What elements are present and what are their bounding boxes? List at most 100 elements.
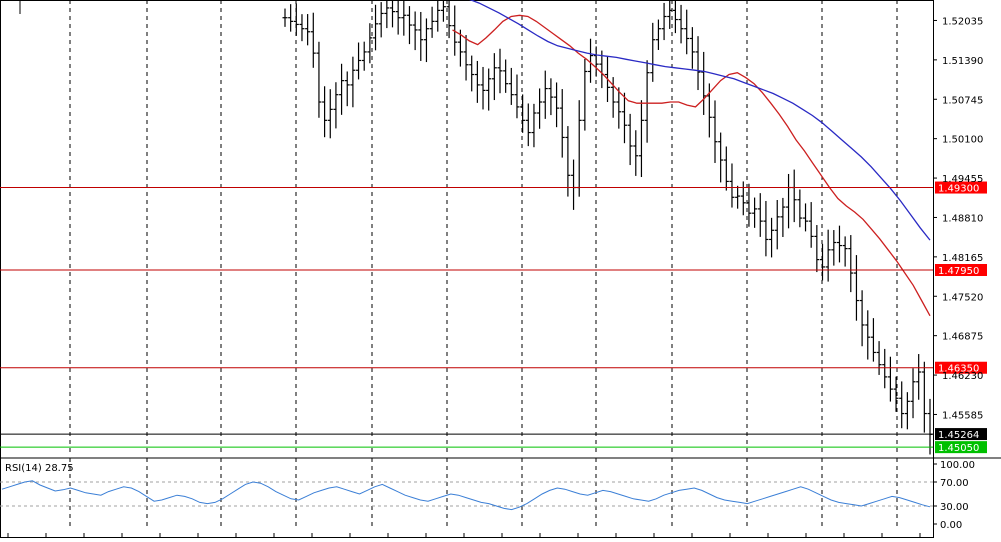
price-bar	[548, 78, 554, 116]
level-label-bg	[935, 181, 987, 194]
chart-frame	[0, 0, 934, 538]
price-bar	[831, 230, 837, 266]
price-bar	[904, 392, 910, 430]
level-label-bg	[935, 361, 987, 374]
price-bar	[616, 87, 622, 129]
price-bar	[876, 341, 882, 375]
price-bar	[870, 318, 876, 362]
price-bar	[774, 199, 780, 250]
price-bar	[588, 38, 594, 83]
price-bar	[491, 53, 497, 101]
price-bar	[361, 41, 367, 71]
price-bar	[633, 130, 639, 176]
price-bar	[412, 11, 418, 51]
price-bar	[497, 48, 503, 94]
price-bar	[384, 0, 390, 29]
price-bar	[531, 103, 537, 148]
rsi-panel: 100.00 70.00 30.00 0.00	[0, 460, 975, 531]
level-label: 1.49300	[938, 184, 979, 195]
price-bar	[486, 68, 492, 111]
price-bar	[808, 202, 814, 248]
price-bar	[322, 86, 328, 138]
price-bar	[457, 29, 463, 67]
rsi-label: RSI(14) 28.75	[5, 463, 74, 474]
price-bar	[282, 8, 288, 27]
price-bar	[848, 235, 854, 293]
y-tick-label: 1.49455	[942, 174, 983, 185]
price-bar	[367, 23, 373, 64]
price-bar	[559, 89, 565, 158]
price-bar	[446, 0, 452, 39]
price-bar	[344, 71, 350, 107]
price-bar	[650, 22, 656, 82]
price-bar	[327, 89, 333, 139]
price-bar	[627, 113, 633, 166]
price-bar	[508, 67, 514, 105]
level-label: 1.45050	[938, 443, 979, 454]
price-bar	[610, 77, 616, 118]
price-bar	[735, 185, 741, 209]
price-bar	[797, 189, 803, 228]
price-bar	[537, 88, 543, 129]
price-bar	[621, 92, 627, 144]
price-bar	[299, 14, 305, 42]
price-bar	[288, 4, 294, 32]
price-bar	[661, 2, 667, 41]
y-tick-label: 1.51390	[942, 56, 983, 67]
y-tick-label: 1.52035	[942, 16, 983, 27]
price-bar	[571, 159, 577, 210]
y-tick-label: 1.45585	[942, 410, 983, 421]
price-bar	[746, 183, 752, 227]
price-bar	[463, 35, 469, 81]
price-bar	[316, 41, 322, 118]
price-bar	[695, 36, 701, 91]
price-layer	[19, 0, 933, 455]
price-bar	[406, 6, 412, 45]
price-bar	[757, 193, 763, 237]
price-bar	[769, 217, 775, 258]
price-bar	[469, 55, 475, 92]
price-bar	[786, 173, 792, 229]
price-bar	[582, 59, 588, 131]
price-bar	[718, 132, 724, 183]
price-bar	[423, 18, 429, 63]
price-bar	[723, 146, 729, 191]
price-bar	[480, 66, 486, 110]
level-label: 1.45264	[938, 430, 979, 441]
price-bar	[853, 255, 859, 321]
level-label-bg	[935, 428, 987, 441]
price-bar	[887, 356, 893, 402]
price-bar	[678, 4, 684, 44]
price-bar	[780, 197, 786, 238]
price-bar	[842, 236, 848, 267]
price-bar	[576, 100, 582, 197]
price-bar	[644, 60, 650, 143]
price-bar	[418, 11, 424, 61]
price-bar	[684, 9, 690, 55]
price-bar	[729, 163, 735, 208]
price-bar	[350, 56, 356, 108]
rsi-y-tick-label: 30.00	[940, 502, 969, 513]
y-tick-label: 1.48810	[942, 213, 983, 224]
price-bar	[672, 0, 678, 34]
price-bar	[667, 0, 673, 29]
price-bar	[440, 0, 446, 22]
y-tick-label: 1.50745	[942, 95, 983, 106]
price-bar	[293, 3, 299, 36]
price-bar	[820, 243, 825, 281]
price-bar	[916, 354, 922, 400]
price-bar	[791, 169, 797, 223]
levels-layer: 1.49300 1.47950 1.46350 1.45264 1.45050	[0, 181, 987, 454]
price-bar	[429, 6, 435, 38]
rsi-line	[1, 480, 931, 511]
price-bar	[910, 368, 916, 419]
y-tick-label: 1.48165	[942, 253, 983, 264]
price-bar	[865, 310, 871, 360]
price-bar	[378, 2, 384, 38]
y-tick-label: 1.46875	[942, 332, 983, 343]
price-bar	[638, 100, 644, 178]
blue-moving-average	[469, 0, 931, 241]
price-bar	[339, 63, 345, 115]
